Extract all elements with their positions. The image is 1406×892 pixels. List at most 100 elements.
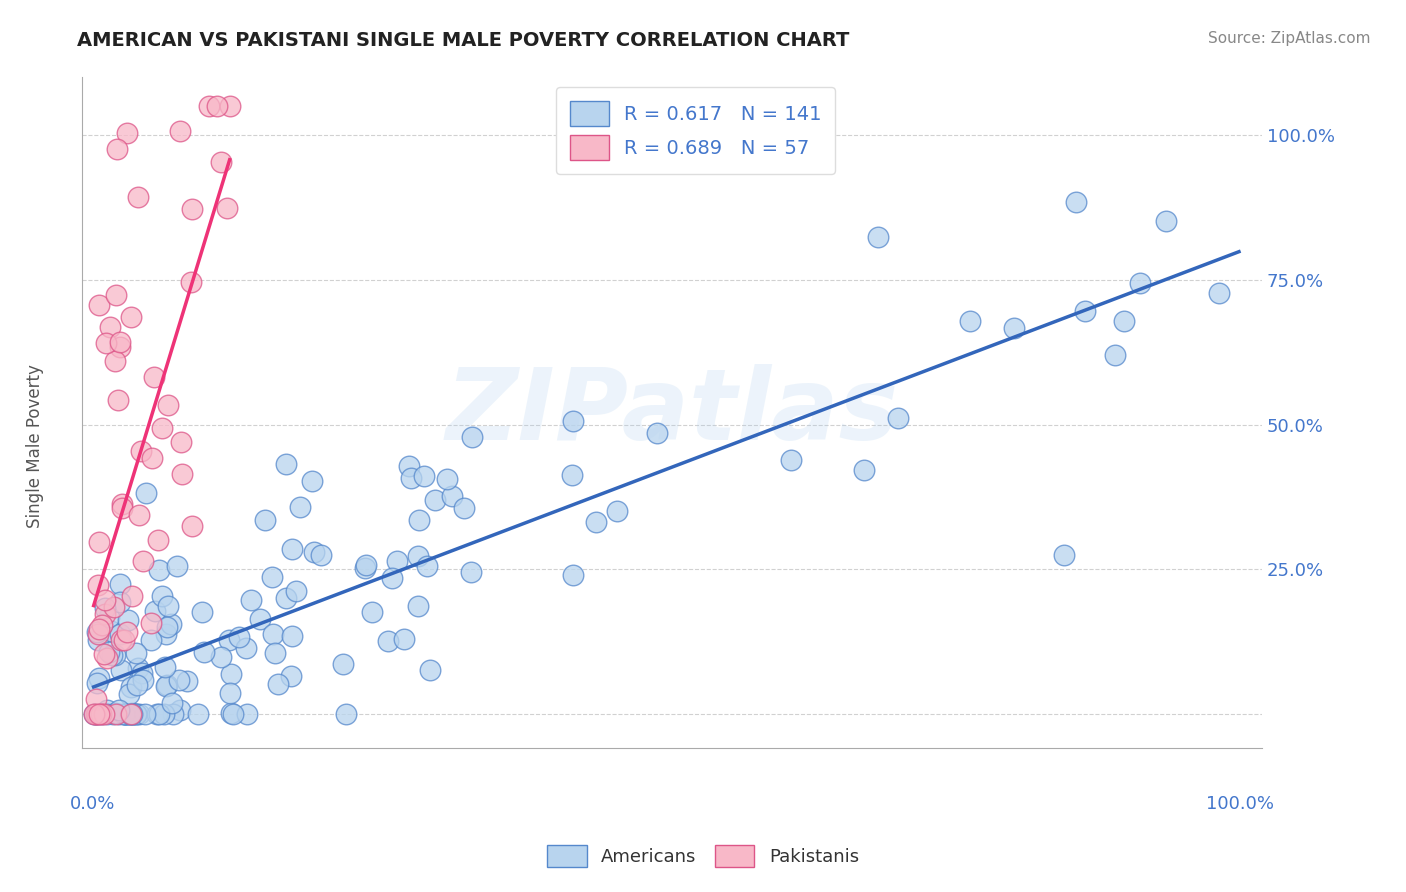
Point bbox=[167, 673, 190, 687]
Point bbox=[104, 706, 127, 720]
Point bbox=[118, 687, 141, 701]
Point bbox=[157, 398, 180, 412]
Point bbox=[111, 497, 134, 511]
Point bbox=[249, 611, 271, 625]
Point bbox=[100, 319, 122, 334]
Point bbox=[105, 288, 128, 302]
Point bbox=[118, 706, 141, 721]
Point bbox=[354, 558, 377, 573]
Point bbox=[129, 443, 152, 458]
Point bbox=[561, 568, 583, 582]
Point bbox=[128, 706, 150, 721]
Point bbox=[93, 592, 115, 607]
Point bbox=[105, 706, 128, 721]
Point bbox=[122, 706, 145, 721]
Point bbox=[90, 706, 112, 721]
Point bbox=[83, 706, 105, 721]
Point bbox=[101, 706, 124, 721]
Point bbox=[110, 632, 132, 647]
Point bbox=[280, 669, 302, 683]
Point bbox=[280, 542, 302, 557]
Point bbox=[260, 570, 283, 584]
Point bbox=[155, 627, 177, 641]
Point bbox=[887, 410, 910, 425]
Point bbox=[142, 369, 165, 384]
Point bbox=[148, 706, 170, 721]
Point bbox=[240, 592, 263, 607]
Point bbox=[108, 703, 131, 717]
Point bbox=[122, 706, 145, 721]
Point bbox=[423, 493, 446, 508]
Point bbox=[125, 646, 148, 660]
Point bbox=[222, 706, 245, 721]
Point bbox=[219, 667, 242, 681]
Point bbox=[209, 155, 232, 169]
Point bbox=[187, 706, 209, 721]
Point bbox=[155, 679, 177, 693]
Point bbox=[453, 501, 475, 516]
Point bbox=[436, 472, 458, 486]
Point bbox=[562, 414, 585, 428]
Point bbox=[146, 706, 169, 721]
Point bbox=[162, 706, 184, 721]
Text: ZIPatlas: ZIPatlas bbox=[446, 365, 898, 461]
Point bbox=[91, 618, 114, 632]
Point bbox=[235, 640, 257, 655]
Point bbox=[134, 706, 156, 721]
Point bbox=[155, 619, 177, 633]
Point bbox=[302, 545, 325, 559]
Point bbox=[172, 467, 194, 482]
Point bbox=[87, 578, 110, 592]
Point bbox=[219, 686, 242, 700]
Point bbox=[280, 629, 302, 643]
Point bbox=[180, 275, 202, 289]
Point bbox=[121, 706, 143, 721]
Point bbox=[117, 706, 139, 721]
Text: Source: ZipAtlas.com: Source: ZipAtlas.com bbox=[1208, 31, 1371, 46]
Point bbox=[606, 504, 628, 518]
Point bbox=[236, 706, 259, 721]
Point bbox=[219, 706, 242, 721]
Point bbox=[1053, 548, 1076, 562]
Point bbox=[131, 673, 153, 687]
Point bbox=[1064, 194, 1087, 209]
Point bbox=[1154, 214, 1177, 228]
Point bbox=[205, 99, 228, 113]
Point bbox=[180, 202, 202, 216]
Point bbox=[94, 336, 117, 351]
Point bbox=[93, 706, 115, 721]
Point bbox=[105, 143, 128, 157]
Point bbox=[108, 577, 131, 591]
Point bbox=[153, 660, 176, 674]
Point bbox=[111, 501, 134, 516]
Point bbox=[110, 627, 132, 641]
Point bbox=[1129, 277, 1152, 291]
Point bbox=[114, 706, 136, 721]
Text: 0.0%: 0.0% bbox=[70, 796, 115, 814]
Point bbox=[108, 595, 131, 609]
Point bbox=[100, 624, 122, 638]
Point bbox=[103, 600, 125, 615]
Point bbox=[110, 335, 132, 350]
Point bbox=[1002, 321, 1025, 335]
Point bbox=[301, 475, 323, 489]
Point bbox=[87, 633, 110, 648]
Point bbox=[86, 676, 108, 690]
Point bbox=[561, 467, 583, 482]
Text: AMERICAN VS PAKISTANI SINGLE MALE POVERTY CORRELATION CHART: AMERICAN VS PAKISTANI SINGLE MALE POVERT… bbox=[77, 31, 849, 50]
Point bbox=[866, 230, 889, 244]
Point bbox=[274, 457, 297, 471]
Point bbox=[112, 706, 135, 721]
Point bbox=[120, 680, 142, 694]
Point bbox=[440, 489, 463, 503]
Point bbox=[108, 340, 131, 354]
Point bbox=[215, 201, 238, 215]
Point bbox=[148, 533, 170, 548]
Point bbox=[104, 648, 127, 662]
Point bbox=[959, 314, 981, 328]
Point bbox=[115, 127, 138, 141]
Point bbox=[853, 463, 876, 477]
Point bbox=[385, 554, 408, 568]
Point bbox=[87, 535, 110, 549]
Text: Single Male Poverty: Single Male Poverty bbox=[27, 364, 44, 528]
